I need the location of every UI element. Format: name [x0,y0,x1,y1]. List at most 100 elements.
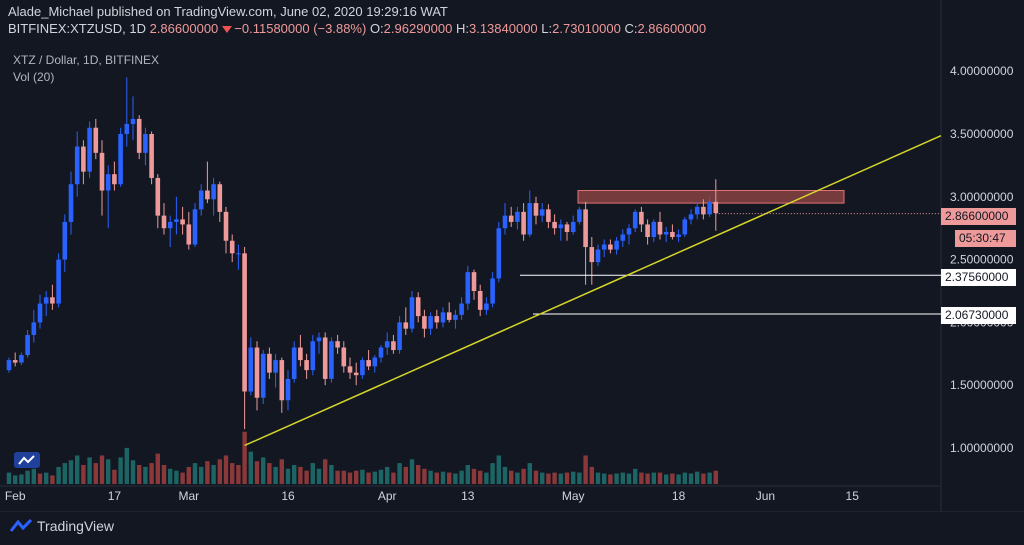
volume-bar [564,472,570,484]
volume-bar [366,472,371,484]
candle-body [279,360,285,401]
price-chart[interactable]: 1.000000001.500000002.000000002.50000000… [0,0,1024,511]
candle-body [471,272,477,291]
candle-body [701,206,706,215]
countdown-tag: 05:30:47 [955,230,1016,247]
volume-bar [639,472,644,484]
candle-body [236,253,241,255]
candle-body [682,219,688,235]
volume-bar [298,466,303,484]
volume-bar [223,455,229,484]
candle-body [422,316,427,329]
volume-bar [44,472,49,484]
volume-bar [112,469,117,484]
volume-bar [75,455,80,484]
volume-bar [285,468,291,484]
price-tick-label: 1.50000000 [950,378,1014,392]
candle-body [459,303,464,315]
level-tag-2: 2.06730000 [941,307,1016,324]
candle-body [180,219,185,225]
candle-body [161,215,167,229]
candle-body [428,316,433,329]
candle-body [546,209,551,222]
volume-bar [56,466,61,484]
candle-body [608,244,613,250]
volume-bar [509,470,514,484]
volume-bar [515,472,520,484]
volume-bar [310,463,315,484]
candle-body [347,366,353,373]
time-tick-label: 16 [281,489,295,503]
candle-body [273,360,278,373]
candle-body [570,221,576,232]
time-axis[interactable]: Feb 17 Mar 16 Apr 13 May 18 Jun 15 [5,489,859,503]
volume-bar [323,459,328,484]
candle-body [105,174,111,191]
tradingview-watermark-icon [14,452,40,468]
candle-body [335,341,340,348]
volume-bar [230,463,235,484]
candle-body [552,221,557,229]
volume-bar [440,471,446,484]
last-price: 2.86600000 [149,21,219,36]
volume-bar [360,469,365,484]
legend-volume: Vol (20) [13,70,55,84]
low-label: L: [541,21,553,36]
volume-bar [707,472,712,484]
candle-body [260,353,266,398]
volume-bar [335,470,340,484]
volume-bar [434,472,439,484]
time-tick-label: 13 [461,489,475,503]
volume-bar [391,472,396,484]
ascending-trendline [244,135,942,447]
volume-bar [87,457,92,484]
volume-bar [329,465,334,484]
candle-body [440,312,446,323]
tradingview-logo[interactable]: TradingView [10,518,114,534]
time-tick-label: Jun [756,489,775,503]
candle-body [167,221,173,229]
volume-bar [657,472,663,484]
candle-body [601,244,607,250]
volume-bar [571,471,576,484]
candle-body [6,360,12,371]
candle-body [19,355,24,363]
volume-bar [447,472,452,484]
volume-bar [81,465,86,484]
time-tick-label: Apr [378,489,397,503]
volume-bar [292,465,297,484]
candle-body [558,224,564,229]
volume-bar [602,473,607,484]
candle-body [341,347,347,367]
volume-bar [19,474,24,484]
volume-bar [577,472,582,484]
price-axis[interactable]: 1.000000001.500000002.000000002.50000000… [950,64,1014,455]
candle-body [136,118,142,153]
level-tag-1: 2.37560000 [941,269,1016,286]
candle-body [496,228,502,279]
volume-bar [248,451,253,484]
candle-body [329,341,334,379]
tradingview-logo-icon [10,519,32,532]
volume-bar [695,471,700,484]
candle-body [589,247,595,263]
candle-body [198,190,204,210]
candle-body [205,190,210,200]
volume-bar [37,473,43,484]
price-tick-label: 4.00000000 [950,64,1014,78]
candle-body [403,322,409,329]
volume-bar [533,470,539,484]
candle-body [515,211,520,222]
volume-bars [6,431,718,484]
volume-bar [502,466,508,484]
candle-body [112,174,117,185]
volume-bar [106,459,111,484]
volume-bar [403,466,408,484]
volume-bar [93,463,98,484]
volume-bar [316,468,322,484]
candle-body [174,219,179,222]
footer-bar [0,511,1024,545]
candle-body [409,297,415,329]
candle-body [254,347,260,398]
symbol-label: BITFINEX:XTZUSD, 1D [8,21,146,36]
